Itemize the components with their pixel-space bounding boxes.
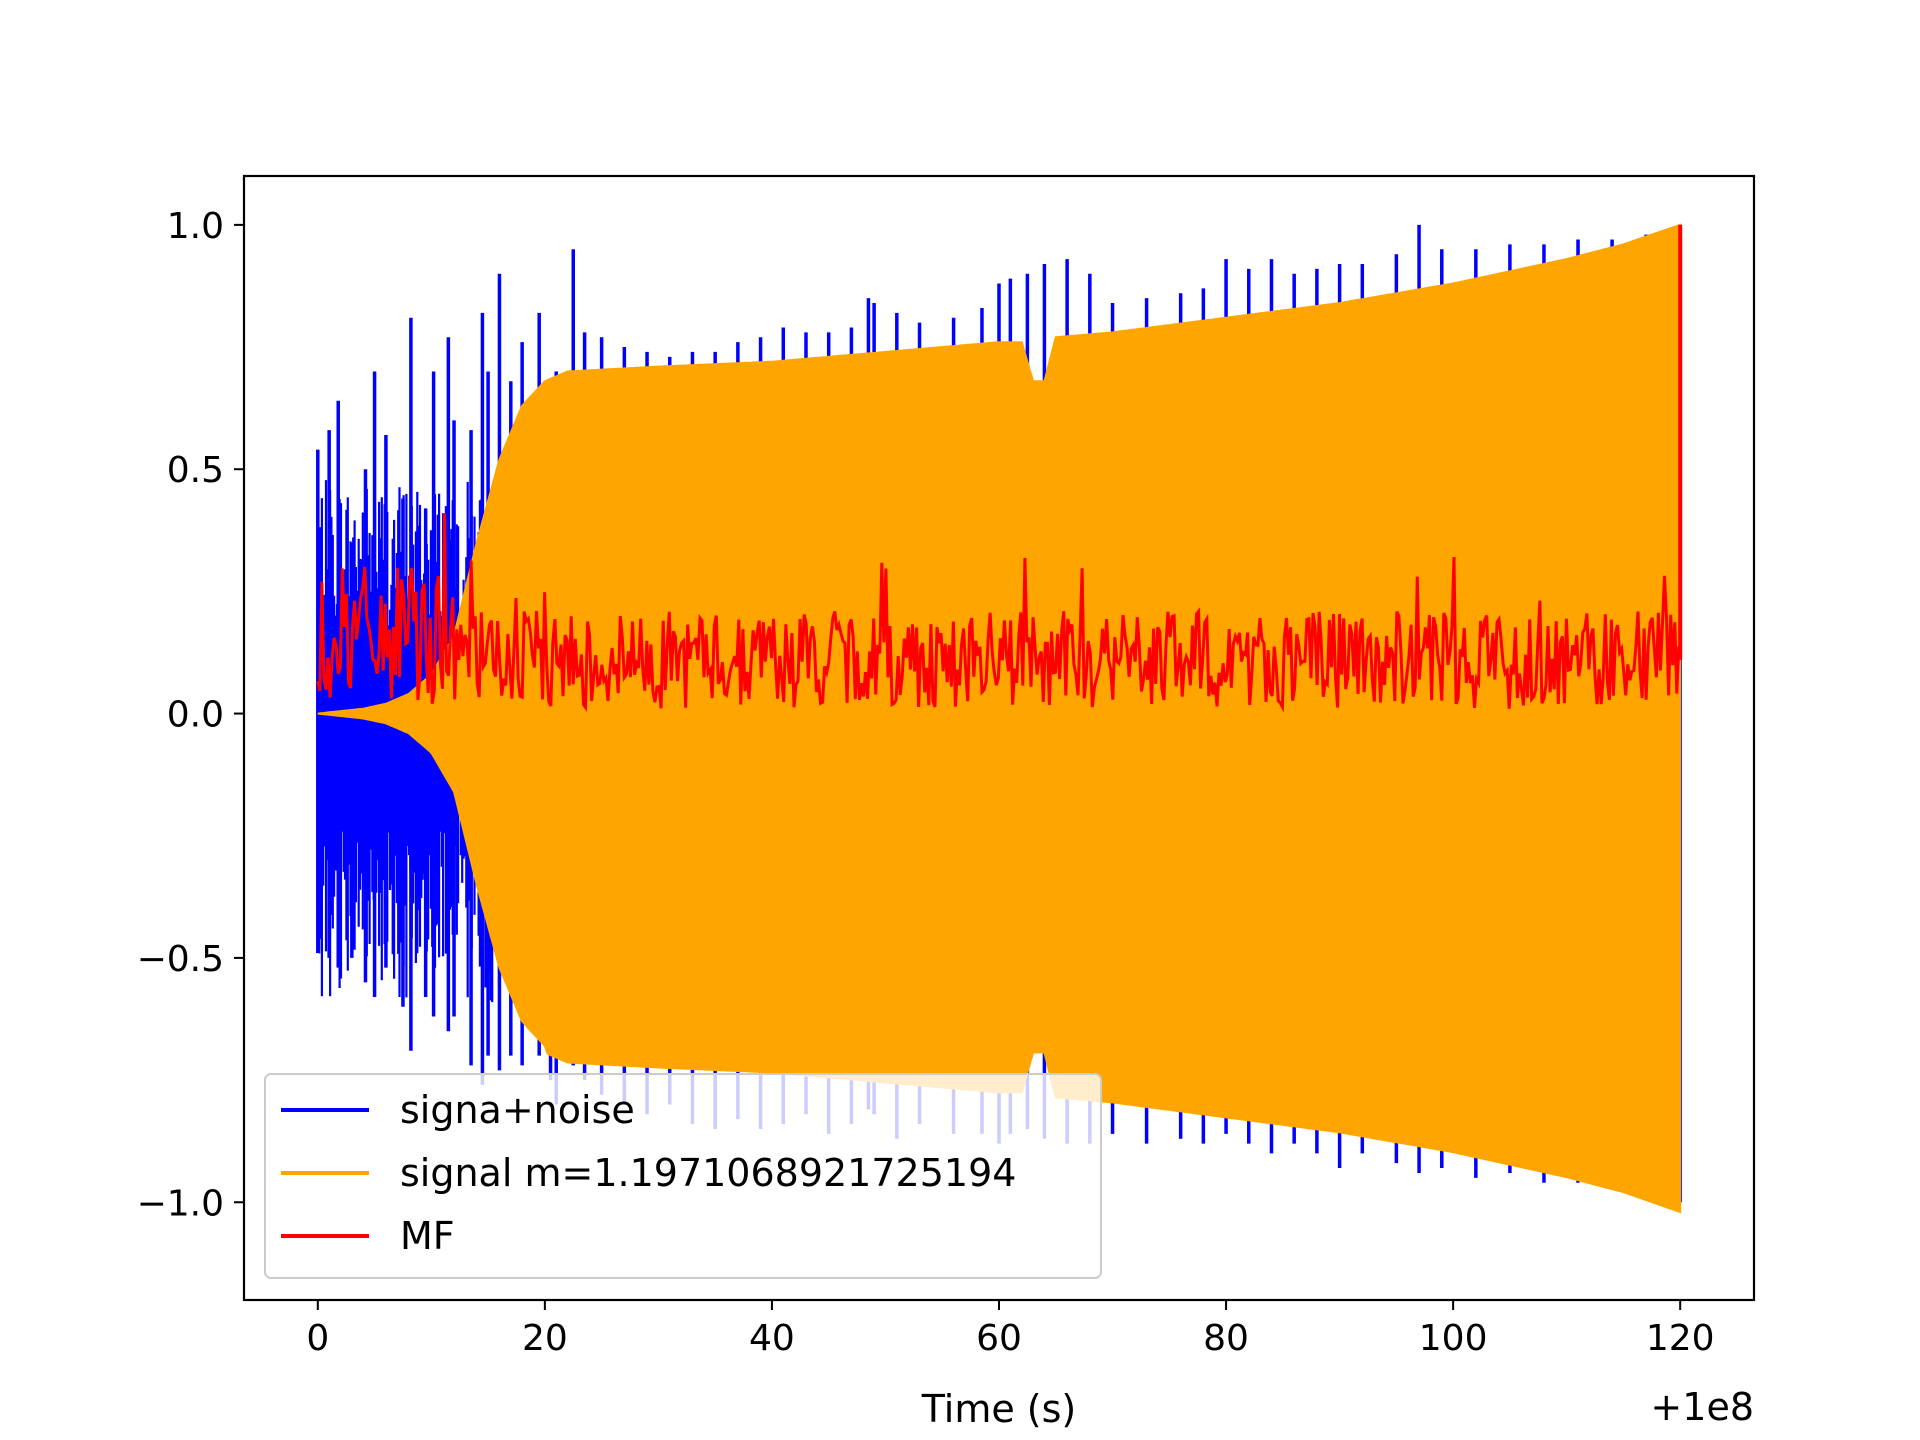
x-tick-label: 0 — [306, 1318, 329, 1359]
series-mf — [316, 224, 1683, 713]
x-axis-label: Time (s) — [921, 1387, 1077, 1431]
plot-area — [316, 223, 1683, 1214]
x-offset-label: +1e8 — [1650, 1385, 1754, 1429]
y-axis: 1.0 0.5 0.0 −0.5 −1.0 — [137, 206, 244, 1224]
x-tick-label: 100 — [1419, 1318, 1488, 1359]
y-tick-label: 0.5 — [167, 450, 224, 491]
legend-label-mf: MF — [400, 1214, 455, 1258]
legend-label-signa-noise: signa+noise — [400, 1088, 635, 1132]
legend-label-signal: signal m=1.1971068921725194 — [400, 1151, 1016, 1195]
y-tick-label: 1.0 — [167, 206, 224, 247]
legend: signa+noise signal m=1.1971068921725194 … — [264, 1073, 1102, 1279]
x-axis: 0 20 40 60 80 100 120 — [306, 1300, 1715, 1359]
x-tick-label: 60 — [976, 1318, 1022, 1359]
y-tick-label: −1.0 — [137, 1183, 224, 1224]
y-tick-label: −0.5 — [137, 939, 224, 980]
x-tick-label: 20 — [522, 1318, 568, 1359]
legend-box — [264, 1073, 1102, 1279]
series-signal — [317, 223, 1682, 1214]
signal-envelope — [317, 223, 1682, 1214]
x-tick-label: 40 — [749, 1318, 795, 1359]
y-tick-label: 0.0 — [167, 695, 224, 736]
x-tick-label: 120 — [1646, 1318, 1715, 1359]
x-tick-label: 80 — [1203, 1318, 1249, 1359]
mf-line — [316, 513, 1681, 713]
